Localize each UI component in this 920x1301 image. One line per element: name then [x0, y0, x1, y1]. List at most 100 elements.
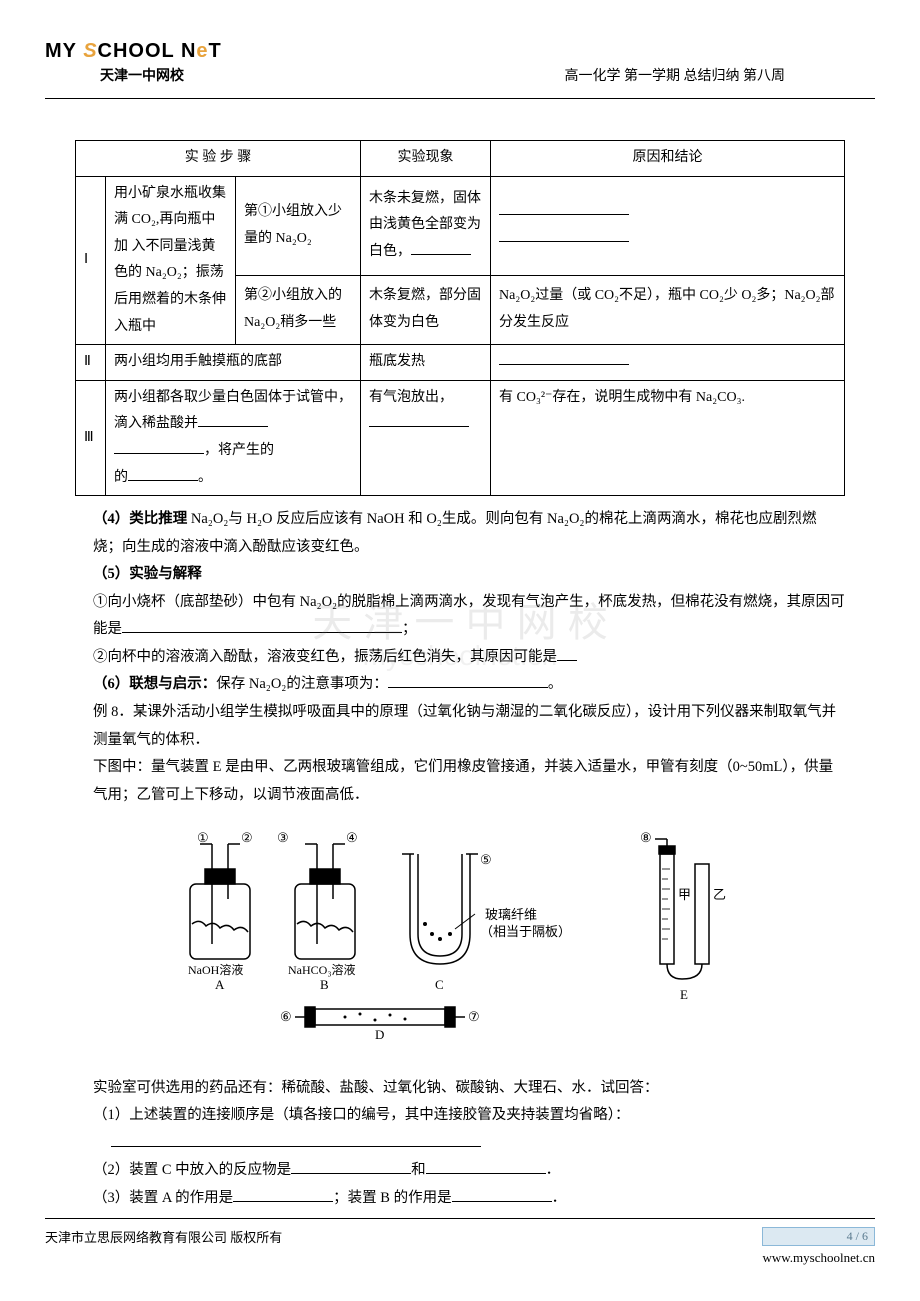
table-row: Ⅱ 两小组均用手触摸瓶的底部 瓶底发热: [76, 345, 845, 381]
label-yi: 乙: [713, 887, 726, 902]
blank: [452, 1187, 552, 1202]
q2-text: （2）装置 C 中放入的反应物是: [93, 1162, 291, 1178]
cell: 两小组都各取少量白色固体于试管中，滴入稀盐酸并 ，将产生的 的。: [106, 380, 361, 495]
cell: 瓶底发热: [361, 345, 491, 381]
blank: [411, 241, 471, 255]
label-8: ⑧: [640, 830, 652, 845]
label-6: ⑥: [280, 1009, 292, 1024]
question-1-blank: [75, 1130, 845, 1158]
cell: Na₂O₂过量（或 CO₂不足），瓶中 CO₂少 O₂多；Na₂O₂部分发生反应: [491, 275, 845, 344]
table-row: Ⅲ 两小组都各取少量白色固体于试管中，滴入稀盐酸并 ，将产生的 的。 有气泡放出…: [76, 380, 845, 495]
table-row: Ⅰ 用小矿泉水瓶收集满 CO₂,再向瓶中加 入不同量浅黄色的 Na₂O₂；振荡后…: [76, 176, 845, 275]
logo: MY SCHOOL NeT 天津一中网校: [45, 40, 222, 85]
cell-text: 。: [198, 470, 212, 485]
cell: 木条未复燃，固体由浅黄色全部变为白色，: [361, 176, 491, 275]
label-2: ②: [241, 830, 253, 845]
cell-text: 有气泡放出，: [369, 390, 453, 405]
blank: [291, 1160, 411, 1175]
logo-text: MY SCHOOL NeT: [45, 40, 222, 63]
header-right: 高一化学 第一学期 总结归纳 第八周: [565, 65, 786, 85]
blank: [233, 1187, 333, 1202]
cell: 有 CO₃²⁻存在，说明生成物中有 Na₂CO₃.: [491, 380, 845, 495]
example-8-2: 下图中：量气装置 E 是由甲、乙两根玻璃管组成，它们用橡皮管接通，并装入适量水，…: [75, 754, 845, 809]
section-text: 。: [548, 676, 563, 692]
after-diagram-text: 实验室可供选用的药品还有：稀硫酸、盐酸、过氧化钠、碳酸钠、大理石、水．试回答：: [75, 1075, 845, 1103]
cell: [491, 176, 845, 275]
cell-text: 的: [114, 470, 128, 485]
q3-mid: ；装置 B 的作用是: [333, 1190, 451, 1206]
blank: [499, 228, 629, 242]
label-E: E: [680, 987, 688, 1002]
section-text: ；: [402, 621, 417, 637]
question-3: （3）装置 A 的作用是；装置 B 的作用是．: [75, 1185, 845, 1213]
table-header-row: 实 验 步 骤 实验现象 原因和结论: [76, 141, 845, 177]
paragraph-5-1: ①向小烧杯（底部垫砂）中包有 Na₂O₂的脱脂棉上滴两滴水，发现有气泡产生，杯底…: [75, 589, 845, 644]
blank: [122, 619, 402, 634]
th-phenomenon: 实验现象: [361, 141, 491, 177]
label-5: ⑤: [480, 852, 492, 867]
cell-text: ，将产生的: [204, 443, 274, 458]
label-C: C: [435, 977, 444, 992]
blank: [426, 1160, 546, 1175]
label-1: ①: [197, 830, 209, 845]
label-naoh: NaOH溶液: [188, 962, 243, 977]
row-label-1: Ⅰ: [76, 176, 106, 345]
page-number: 4 / 6: [762, 1227, 875, 1246]
cell: 第①小组放入少量的 Na₂O₂: [236, 176, 361, 275]
header-divider: [45, 98, 875, 99]
label-fiber2: （相当于隔板）: [480, 924, 571, 939]
cell: 有气泡放出，: [361, 380, 491, 495]
label-B: B: [320, 977, 329, 992]
blank: [499, 351, 629, 365]
label-D: D: [375, 1027, 384, 1042]
question-1: （1）上述装置的连接顺序是（填各接口的编号，其中连接胶管及夹持装置均省略）：: [75, 1102, 845, 1130]
footer-divider: [45, 1218, 875, 1219]
label-jia: 甲: [678, 887, 691, 902]
q2-mid: 和: [411, 1162, 426, 1178]
blank: [111, 1132, 481, 1147]
apparatus-svg: ① ② NaOH溶液 A ③ ④ NaHCO₃溶液 B: [150, 824, 770, 1044]
paragraph-6: （6）联想与启示：保存 Na₂O₂的注意事项为： 。: [75, 671, 845, 699]
label-7: ⑦: [468, 1009, 480, 1024]
th-steps: 实 验 步 骤: [76, 141, 361, 177]
row-label-3: Ⅲ: [76, 380, 106, 495]
label-nahco3: NaHCO₃溶液: [288, 962, 356, 977]
paragraph-5-title: （5）实验与解释: [75, 561, 845, 589]
section-text: ②向杯中的溶液滴入酚酞，溶液变红色，振荡后红色消失，其原因可能是: [93, 649, 557, 665]
cell: 第②小组放入的Na₂O₂稍多一些: [236, 275, 361, 344]
label-fiber1: 玻璃纤维: [485, 907, 537, 922]
blank: [198, 413, 268, 427]
apparatus-diagram: ① ② NaOH溶液 A ③ ④ NaHCO₃溶液 B: [75, 824, 845, 1055]
label-4: ④: [346, 830, 358, 845]
section-title: （6）联想与启示：: [93, 676, 216, 692]
footer-site: www.myschoolnet.cn: [762, 1250, 875, 1266]
footer-copyright: 天津市立思辰网络教育有限公司 版权所有: [45, 1227, 282, 1246]
cell: 两小组均用手触摸瓶的底部: [106, 345, 361, 381]
question-2: （2）装置 C 中放入的反应物是和．: [75, 1157, 845, 1185]
example-8-1: 例 8．某课外活动小组学生模拟呼吸面具中的原理（过氧化钠与潮湿的二氧化碳反应），…: [75, 699, 845, 754]
section-text: Na₂O₂与 H₂O 反应后应该有 NaOH 和 O₂生成。则向包有 Na₂O₂…: [93, 511, 816, 555]
logo-sub: 天津一中网校: [45, 65, 222, 85]
label-3: ③: [277, 830, 289, 845]
blank: [114, 440, 204, 454]
experiment-table: 实 验 步 骤 实验现象 原因和结论 Ⅰ 用小矿泉水瓶收集满 CO₂,再向瓶中加…: [75, 140, 845, 496]
blank: [499, 201, 629, 215]
row-label-2: Ⅱ: [76, 345, 106, 381]
content: 实 验 步 骤 实验现象 原因和结论 Ⅰ 用小矿泉水瓶收集满 CO₂,再向瓶中加…: [75, 140, 845, 1212]
label-A: A: [215, 977, 225, 992]
blank: [557, 646, 577, 661]
blank: [388, 674, 548, 689]
section-text: 保存 Na₂O₂的注意事项为：: [216, 676, 388, 692]
cell: 木条复燃，部分固体变为白色: [361, 275, 491, 344]
q3-end: ．: [552, 1190, 567, 1206]
paragraph-4: （4）类比推理 Na₂O₂与 H₂O 反应后应该有 NaOH 和 O₂生成。则向…: [75, 506, 845, 561]
cell: [491, 345, 845, 381]
th-reason: 原因和结论: [491, 141, 845, 177]
section-title: （4）类比推理: [93, 511, 187, 527]
cell: 用小矿泉水瓶收集满 CO₂,再向瓶中加 入不同量浅黄色的 Na₂O₂；振荡后用燃…: [106, 176, 236, 345]
blank: [369, 413, 469, 427]
paragraph-5-2: ②向杯中的溶液滴入酚酞，溶液变红色，振荡后红色消失，其原因可能是: [75, 644, 845, 672]
section-title: （5）实验与解释: [93, 566, 202, 582]
blank: [128, 467, 198, 481]
footer: 天津市立思辰网络教育有限公司 版权所有 4 / 6 www.myschoolne…: [0, 1218, 920, 1266]
